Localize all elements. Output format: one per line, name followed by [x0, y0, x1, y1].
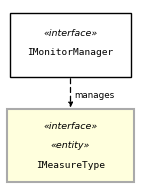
- Text: «entity»: «entity»: [51, 142, 90, 150]
- Text: manages: manages: [75, 91, 115, 99]
- Bar: [10, 13, 131, 77]
- Text: «interface»: «interface»: [43, 122, 98, 131]
- Bar: [7, 109, 134, 182]
- Text: «interface»: «interface»: [43, 29, 98, 38]
- Text: IMeasureType: IMeasureType: [36, 161, 105, 170]
- Text: IMonitorManager: IMonitorManager: [27, 48, 114, 57]
